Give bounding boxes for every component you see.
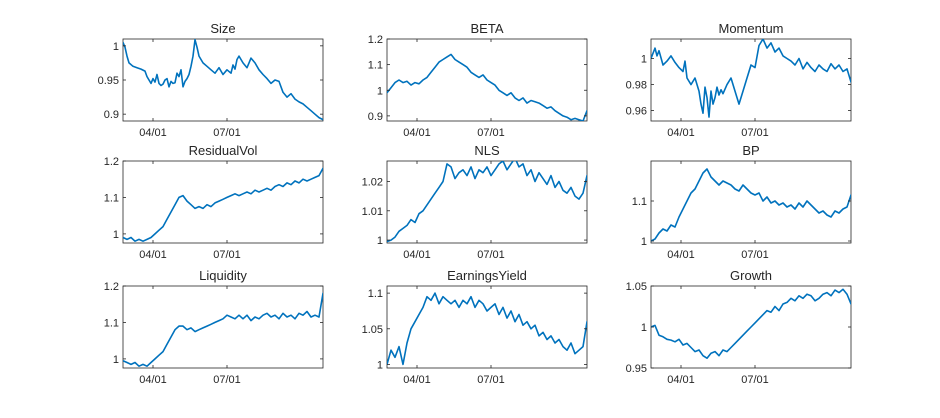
panel-title: NLS	[474, 143, 500, 158]
x-tick-label: 04/01	[139, 127, 167, 139]
y-tick-label: 1	[113, 229, 119, 241]
axes-frame	[650, 38, 852, 122]
panel-beta: 0.9 1 1.1 1.2 04/01 07/01 BETA	[368, 21, 588, 139]
panel-title: Size	[210, 21, 235, 36]
x-tick-label: 04/01	[403, 374, 431, 386]
x-tick-label: 07/01	[477, 374, 505, 386]
panel-earningsyield: 1 1.05 1.1 04/01 07/01 EarningsYield	[362, 268, 588, 386]
x-tick-label: 07/01	[213, 127, 241, 139]
x-tick-label: 07/01	[741, 127, 769, 139]
series-line-liquidity	[123, 292, 323, 367]
panel-title: EarningsYield	[447, 268, 527, 283]
y-tick-label: 1	[641, 54, 647, 66]
series-line-momentum	[651, 39, 851, 118]
y-tick-label: 1.2	[368, 34, 383, 46]
y-tick-label: 1	[377, 235, 383, 247]
y-tick-label: 1.1	[104, 192, 119, 204]
y-tick-label: 1	[377, 85, 383, 97]
panel-liquidity: 1 1.1 1.2 04/01 07/01 Liquidity	[104, 268, 324, 386]
y-tick-label: 1.1	[632, 196, 647, 208]
panel-title: BETA	[471, 21, 504, 36]
x-tick-label: 04/01	[403, 127, 431, 139]
series-line-residualvol	[123, 167, 323, 242]
panel-title: BP	[742, 143, 759, 158]
x-tick-label: 04/01	[667, 127, 695, 139]
y-tick-label: 0.95	[626, 363, 647, 375]
panel-bp: 1 1.1 04/01 07/01 BP	[632, 143, 852, 261]
x-tick-label: 07/01	[477, 127, 505, 139]
axes-frame	[386, 160, 588, 244]
x-tick-label: 07/01	[213, 249, 241, 261]
x-tick-label: 04/01	[139, 374, 167, 386]
y-tick-label: 1	[641, 236, 647, 248]
x-tick-label: 07/01	[741, 374, 769, 386]
panel-residualvol: 1 1.1 1.2 04/01 07/01 ResidualVol	[104, 143, 324, 261]
panel-title: Liquidity	[199, 268, 247, 283]
panel-nls: 1 1.01 1.02 04/01 07/01 NLS	[362, 143, 588, 261]
y-tick-label: 1.02	[362, 177, 383, 189]
axes-frame	[650, 160, 852, 244]
series-line-bp	[651, 168, 851, 242]
x-tick-label: 07/01	[213, 374, 241, 386]
y-tick-label: 0.9	[104, 109, 119, 121]
y-tick-label: 1	[113, 354, 119, 366]
y-tick-label: 1.01	[362, 206, 383, 218]
y-tick-label: 0.9	[368, 111, 383, 123]
series-line-earningsyield	[387, 292, 587, 366]
series-line-nls	[387, 161, 587, 243]
panel-momentum: 0.96 0.98 1 04/01 07/01 Momentum	[626, 21, 852, 139]
axes-frame	[122, 160, 324, 244]
panel-title: ResidualVol	[189, 143, 258, 158]
series-line-growth	[651, 288, 851, 359]
panel-growth: 0.95 1 1.05 04/01 07/01 Growth	[626, 268, 852, 386]
y-tick-label: 1	[377, 359, 383, 371]
y-tick-label: 0.96	[626, 106, 647, 118]
series-line-beta	[387, 53, 587, 121]
x-tick-label: 07/01	[477, 249, 505, 261]
y-tick-label: 1.1	[368, 60, 383, 72]
y-tick-label: 1.1	[368, 288, 383, 300]
y-tick-label: 1.1	[104, 317, 119, 329]
y-tick-label: 1.05	[626, 281, 647, 293]
x-tick-label: 07/01	[741, 249, 769, 261]
y-tick-label: 1	[113, 41, 119, 53]
y-tick-label: 0.95	[98, 75, 119, 87]
panel-title: Growth	[730, 268, 772, 283]
x-tick-label: 04/01	[403, 249, 431, 261]
x-tick-label: 04/01	[667, 374, 695, 386]
axes-frame	[122, 285, 324, 369]
x-tick-label: 04/01	[667, 249, 695, 261]
panel-title: Momentum	[718, 21, 783, 36]
x-tick-label: 04/01	[139, 249, 167, 261]
series-line-size	[123, 39, 323, 121]
y-tick-label: 0.98	[626, 80, 647, 92]
panel-size: 0.9 0.95 1 04/01 07/01 Size	[98, 21, 324, 139]
y-tick-label: 1.2	[104, 156, 119, 168]
axes-frame	[386, 285, 588, 369]
y-tick-label: 1	[641, 322, 647, 334]
y-tick-label: 1.2	[104, 281, 119, 293]
y-tick-label: 1.05	[362, 324, 383, 336]
